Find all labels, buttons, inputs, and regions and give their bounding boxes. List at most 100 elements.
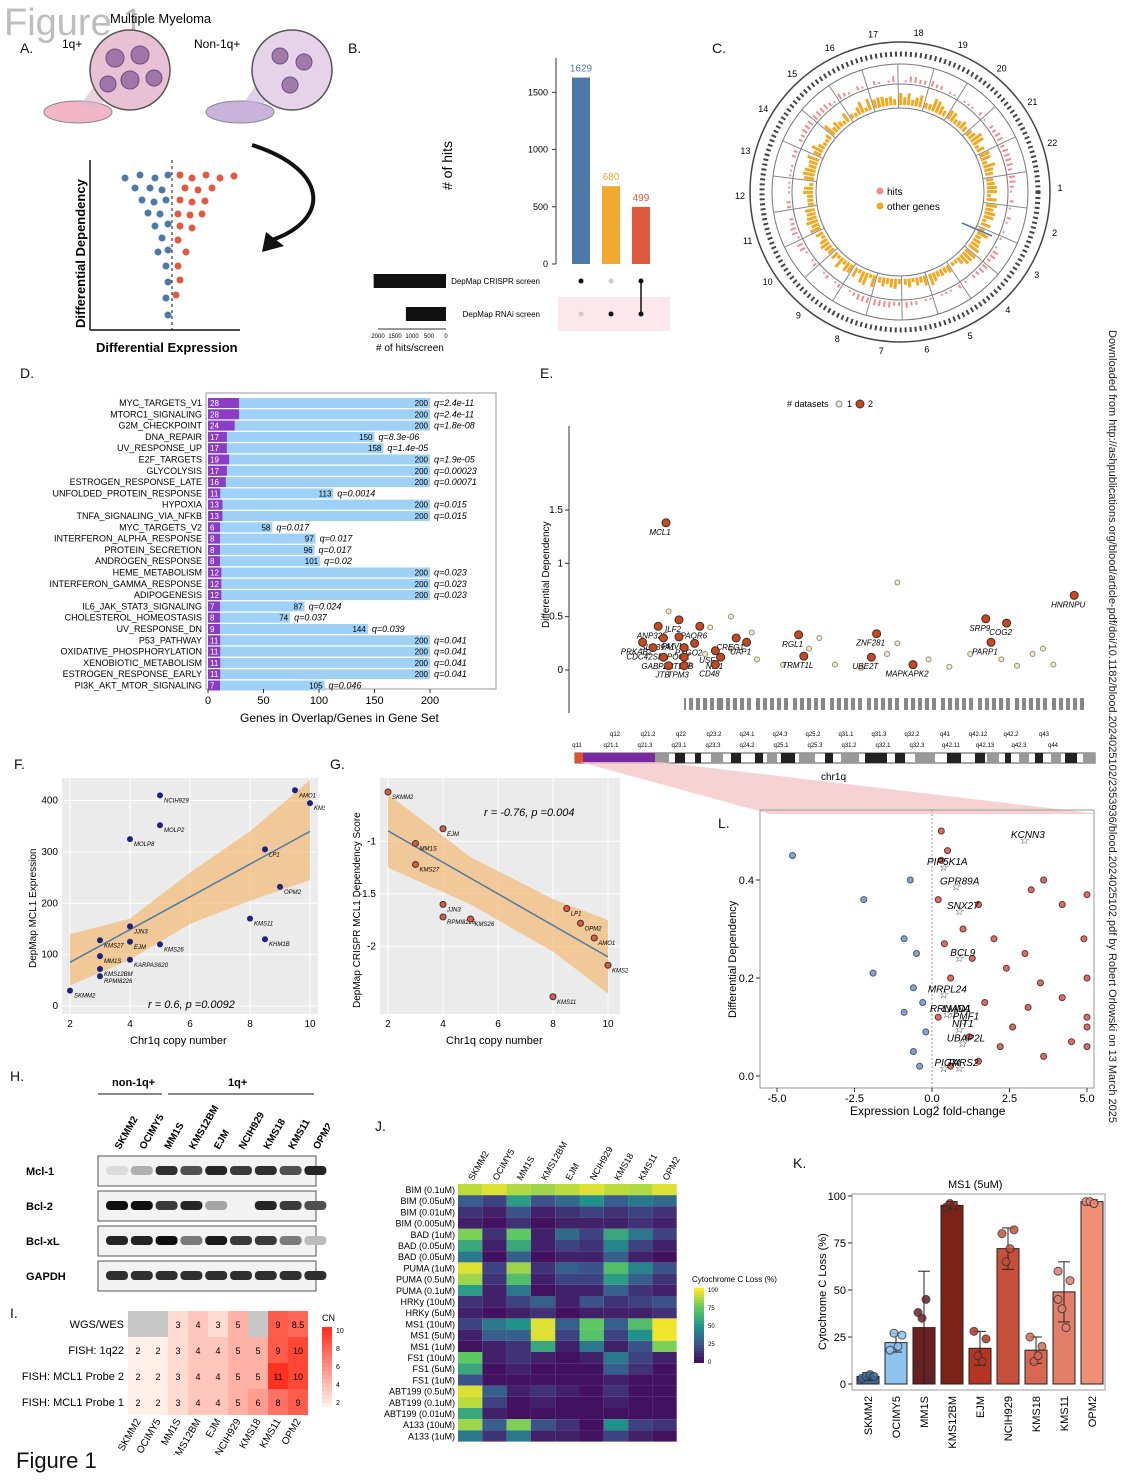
- panel-c-chr-label: 15: [787, 69, 797, 79]
- panel-e-ylabel: Differential Dependency: [541, 521, 552, 628]
- panel-d-overlap-label: 9: [210, 625, 215, 634]
- panel-f-point-label: AMO1: [298, 793, 316, 799]
- panel-d-row-name: MTORC1_SIGNALING: [110, 409, 202, 419]
- panel-d-row-name: TNFA_SIGNALING_VIA_NFKB: [76, 511, 202, 521]
- panel-d-row-name: PI3K_AKT_MTOR_SIGNALING: [75, 681, 202, 691]
- panel-j-cell: [530, 1318, 556, 1330]
- panel-l-red-point: [1009, 1023, 1017, 1031]
- panel-c-chr-label: 20: [997, 63, 1007, 73]
- panel-j-cell: [579, 1318, 604, 1330]
- panel-j-cell: [482, 1419, 507, 1431]
- panel-j-cell: [458, 1273, 483, 1285]
- panel-j-cell: [652, 1396, 677, 1408]
- panel-k-point: [1061, 1323, 1071, 1333]
- panel-d-label: D.: [20, 365, 34, 381]
- panel-j-cell: [482, 1206, 507, 1218]
- panel-d-row-name: IL6_JAK_STAT3_SIGNALING: [82, 601, 202, 611]
- panel-j-cell: [579, 1273, 604, 1285]
- panel-f-point: [262, 936, 268, 943]
- panel-d-bar-size: [208, 556, 321, 567]
- panel-h-band: [254, 1236, 277, 1245]
- panel-h-band: [205, 1236, 228, 1245]
- panel-d-overlap-label: 13: [210, 512, 219, 521]
- panel-g-point: [439, 900, 447, 908]
- panel-g-point-label: OPM2: [585, 926, 603, 932]
- panel-e-band-bottom: q23.1: [671, 743, 687, 749]
- panel-h-lane-label: MM1S: [163, 1121, 187, 1152]
- panel-j-cell: [506, 1195, 531, 1207]
- panel-l-gene-label: PMF1: [953, 1011, 980, 1022]
- panel-c-chr-label: 16: [825, 43, 835, 53]
- panel-j-cell: [482, 1396, 507, 1408]
- panel-h-group2: 1q+: [228, 1077, 247, 1089]
- panel-f-point-label: LP1: [269, 852, 280, 858]
- panel-d-overlap-label: 8: [210, 614, 215, 623]
- panel-e-band-top: q23.2: [706, 732, 722, 738]
- panel-i-cell: [208, 1363, 228, 1389]
- panel-l-ytick: 0.2: [739, 973, 754, 985]
- panel-d-overlap-label: 16: [210, 478, 219, 487]
- panel-j-row-name: BIM (0.1uM): [405, 1185, 455, 1195]
- panel-i-cell-value: 3: [175, 1372, 180, 1382]
- panel-e-band-bottom: q25.1: [773, 743, 789, 749]
- panel-e-gene-label: USF1: [699, 656, 719, 665]
- panel-j-cell: [555, 1374, 580, 1386]
- panel-k-point: [921, 1294, 931, 1304]
- panel-j-cell: [458, 1195, 483, 1207]
- panel-f-point-label: KMS11: [254, 922, 273, 928]
- panel-j-cell: [530, 1430, 556, 1442]
- panel-i-cell-value: 9: [275, 1346, 280, 1356]
- panel-j-cell: [628, 1273, 653, 1285]
- panel-e-bg-point: [925, 656, 932, 663]
- rnai-row-highlight: [558, 297, 670, 331]
- panel-h-band: [130, 1166, 153, 1175]
- panel-k-point: [913, 1308, 923, 1318]
- panel-e-gene-label: ANP32E: [636, 631, 668, 640]
- panel-j-legend-tick: 75: [708, 1306, 715, 1312]
- panel-j-cell: [579, 1396, 604, 1408]
- panel-e-gene-point: [661, 518, 671, 528]
- petri-dish-1q-icon: [43, 29, 171, 124]
- panel-j-cell: [579, 1206, 604, 1218]
- panel-g-point: [563, 905, 571, 913]
- panel-f-point: [127, 836, 133, 843]
- panel-e-gene-label: CD48: [699, 670, 720, 679]
- panel-l-red-point: [996, 1043, 1004, 1051]
- panel-j-cell: [628, 1240, 653, 1252]
- panel-j-row-name: PUMA (0.1uM): [396, 1286, 455, 1296]
- panel-c-chr-label: 3: [1034, 270, 1039, 280]
- panel-k-xtick: OCIMY5: [891, 1396, 903, 1438]
- panel-g-point-label: SKMM2: [392, 795, 414, 801]
- panel-j-cell: [579, 1240, 604, 1252]
- panel-h-band: [304, 1236, 327, 1245]
- panel-j-cell: [628, 1329, 653, 1341]
- panel-e-bg-point: [728, 613, 734, 620]
- panel-j-cell: [506, 1251, 531, 1263]
- panel-i-cell-value: 10: [293, 1346, 303, 1356]
- panel-d-size-label: 200: [415, 670, 429, 679]
- panel-l-red-point: [1080, 935, 1088, 943]
- panel-k-xtick: KMS18: [1031, 1396, 1043, 1432]
- panel-l-gene-label: KCNN3: [1011, 830, 1045, 841]
- panel-d-overlap-label: 13: [210, 501, 219, 510]
- panel-e-gene-label: CREG1: [716, 643, 744, 652]
- panel-d-xtick: 50: [257, 695, 269, 707]
- panel-d-size-label: 200: [415, 591, 429, 600]
- panel-j-cell: [628, 1318, 653, 1330]
- panel-l-blue-point: [860, 896, 868, 904]
- panel-d-bar-size: [208, 522, 273, 533]
- panel-g-label: G.: [330, 756, 345, 772]
- panel-l-xlabel: Expression Log2 fold-change: [850, 1104, 1006, 1118]
- panel-k-point: [1065, 1276, 1075, 1286]
- panel-c-chr-label: 6: [924, 345, 929, 355]
- panel-j-cell: [506, 1352, 531, 1364]
- panel-h-band: [279, 1236, 302, 1245]
- panel-j-cell: [579, 1217, 604, 1229]
- panel-j-cell: [530, 1419, 556, 1431]
- panel-e-band-bottom: q32.1: [875, 743, 891, 749]
- panel-j-cell: [530, 1340, 556, 1352]
- panel-k-point: [969, 1326, 979, 1336]
- panel-k-xtick: MM1S: [919, 1396, 931, 1428]
- panel-d-xlabel: Genes in Overlap/Genes in Gene Set: [240, 711, 439, 725]
- panel-i-cell: [128, 1337, 148, 1363]
